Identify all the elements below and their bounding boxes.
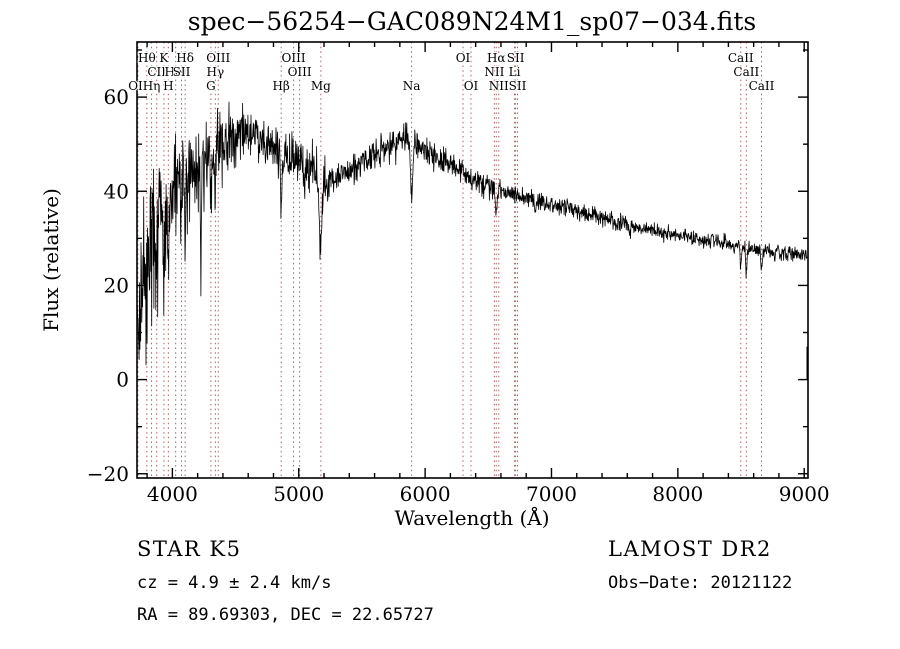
spectral-line-label: OIII (288, 65, 312, 79)
spectrum-path (136, 101, 808, 366)
spectral-line-label: Hγ (207, 65, 225, 79)
ticks-group (137, 42, 808, 478)
x-tick-label: 4000 (147, 482, 198, 506)
spectral-line-label: OII (128, 79, 148, 93)
spectral-line-label: Hη (143, 79, 161, 93)
radial-velocity-text: cz = 4.9 ± 2.4 km/s (137, 573, 331, 593)
obs-date-text: Obs−Date: 20121122 (608, 573, 792, 593)
spectral-line-label: OI (464, 79, 479, 93)
plot-frame (136, 41, 809, 479)
x-axis-label: Wavelength (Å) (394, 505, 549, 530)
spectral-line-label: Hδ (176, 51, 194, 65)
classification-text: STAR K5 (137, 537, 241, 561)
ra-dec-text: RA = 89.69303, DEC = 22.65727 (137, 605, 434, 625)
y-tick-label: 60 (104, 85, 129, 109)
x-tick-label: 8000 (652, 482, 703, 506)
spectral-line-label: K (159, 51, 169, 65)
spectral-line-label: HeI (165, 65, 188, 79)
y-tick-label: 40 (104, 179, 129, 203)
x-tick-label: 7000 (526, 482, 577, 506)
spectral-line-label: Mg (311, 79, 331, 93)
spectral-line-label: SII (507, 51, 525, 65)
spectral-line-label: SII (173, 65, 191, 79)
spectral-line-label: OIII (282, 51, 306, 65)
y-tick-label: 20 (104, 273, 129, 297)
spectral-line-label: Na (403, 79, 421, 93)
spectral-line-label: NII (484, 65, 504, 79)
spectral-line-label: Li (509, 65, 521, 79)
spectral-line-label: Hα (487, 51, 506, 65)
y-axis-label: Flux (relative) (39, 188, 63, 332)
x-tick-label: 5000 (273, 482, 324, 506)
spectral-line-label: OI (456, 51, 471, 65)
x-tick-label: 9000 (779, 482, 830, 506)
spectral-line-label: G (206, 79, 216, 93)
y-tick-label: −20 (87, 462, 129, 486)
spectral-line-label: CaII (728, 51, 754, 65)
spectral-line-markers-group (137, 42, 762, 478)
spectral-line-label: SII (509, 79, 527, 93)
spectral-line-label: NII (489, 79, 509, 93)
spectral-line-label: H (163, 79, 173, 93)
spectrum-group (136, 101, 808, 380)
survey-release-text: LAMOST DR2 (608, 537, 772, 561)
x-tick-label: 6000 (400, 482, 451, 506)
spectral-line-label: CaII (749, 79, 775, 93)
tick-labels-group: 4000 5000 6000 7000 8000 9000 −20 0 20 40 60 (87, 85, 830, 506)
spectral-line-label: CII (147, 65, 166, 79)
spectral-line-label: Hθ (138, 51, 156, 65)
spectral-line-label: CaII (733, 65, 759, 79)
plot-title: spec−56254−GAC089N24M1_sp07−034.fits (188, 7, 756, 36)
spectral-line-label: Hβ (272, 79, 289, 93)
y-tick-label: 0 (116, 368, 129, 392)
spectral-line-label: OIII (206, 51, 230, 65)
